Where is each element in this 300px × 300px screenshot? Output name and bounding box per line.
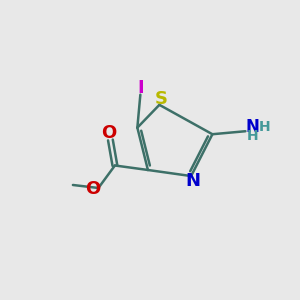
Text: N: N bbox=[246, 118, 260, 136]
Text: I: I bbox=[137, 79, 144, 97]
Text: N: N bbox=[185, 172, 200, 190]
Text: O: O bbox=[101, 124, 116, 142]
Text: S: S bbox=[154, 90, 167, 108]
Text: O: O bbox=[85, 181, 100, 199]
Text: H: H bbox=[259, 120, 271, 134]
Text: H: H bbox=[247, 129, 259, 143]
